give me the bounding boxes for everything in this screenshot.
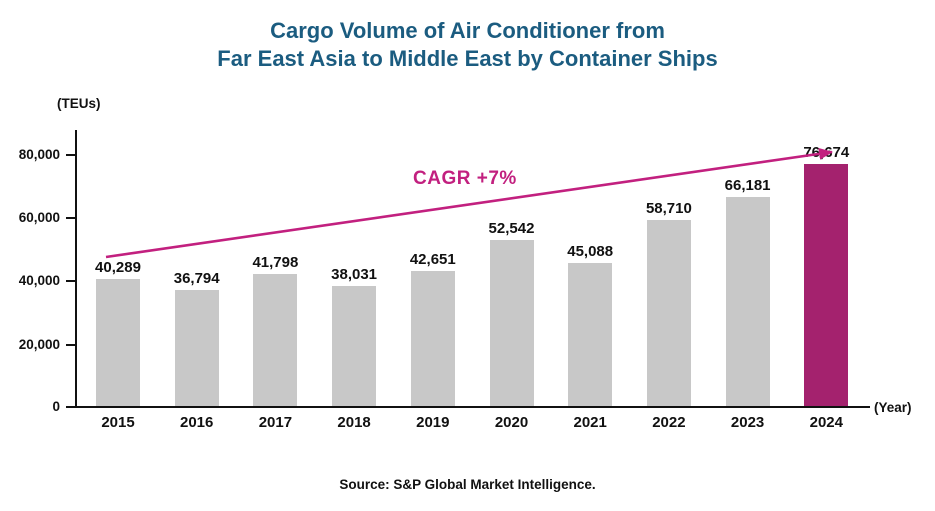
y-tick-label: 0 (52, 399, 60, 414)
x-tick-label: 2016 (180, 414, 214, 431)
y-tick-label: 40,000 (18, 273, 60, 288)
y-axis-unit-label: (TEUs) (57, 96, 101, 111)
bar-2015 (96, 279, 140, 406)
x-tick-label: 2018 (337, 414, 371, 431)
chart-title: Cargo Volume of Air Conditioner from Far… (0, 17, 935, 73)
y-tick-mark (66, 217, 75, 219)
bar-value-label: 52,542 (488, 220, 535, 237)
x-tick-label: 2024 (809, 414, 843, 431)
x-tick-label: 2015 (101, 414, 135, 431)
bar-value-label: 38,031 (331, 266, 378, 283)
cagr-label: CAGR +7% (413, 168, 517, 189)
x-tick-label: 2017 (258, 414, 293, 431)
bar-2017 (253, 274, 298, 406)
x-axis-unit-label: (Year) (874, 400, 912, 415)
y-axis-line (75, 130, 77, 408)
x-tick-label: 2022 (652, 414, 686, 431)
source-note: Source: S&P Global Market Intelligence. (339, 477, 596, 492)
x-axis-line (73, 406, 870, 408)
bar-value-label: 45,088 (567, 243, 614, 260)
x-tick-label: 2019 (416, 414, 450, 431)
bar-2023 (725, 197, 770, 406)
bar-2020 (489, 240, 534, 406)
bar-value-label: 76,674 (803, 144, 850, 161)
bar-2021 (568, 263, 613, 406)
x-tick-label: 2023 (730, 414, 765, 431)
bar-value-label: 41,798 (252, 254, 299, 271)
y-tick-mark (66, 280, 75, 282)
bar-2016 (174, 290, 219, 406)
bar-value-label: 58,710 (645, 200, 692, 217)
bar-value-label: 66,181 (724, 177, 771, 194)
bar-value-label: 36,794 (173, 270, 220, 287)
bar-2018 (332, 286, 377, 406)
y-tick-label: 60,000 (18, 210, 60, 225)
bar-value-label: 40,289 (95, 259, 141, 276)
x-tick-label: 2020 (494, 414, 529, 431)
y-tick-label: 80,000 (18, 147, 60, 162)
x-tick-label: 2021 (573, 414, 607, 431)
y-tick-mark (66, 406, 75, 408)
y-tick-mark (66, 154, 75, 156)
chart-title-line2: Far East Asia to Middle East by Containe… (217, 46, 718, 71)
y-tick-label: 20,000 (18, 337, 60, 352)
y-tick-mark (66, 344, 75, 346)
chart-title-line1: Cargo Volume of Air Conditioner from (270, 18, 665, 43)
bar-2022 (646, 220, 691, 406)
bar-value-label: 42,651 (409, 251, 456, 268)
bar-2019 (410, 271, 455, 406)
bar-2024 (804, 164, 849, 406)
